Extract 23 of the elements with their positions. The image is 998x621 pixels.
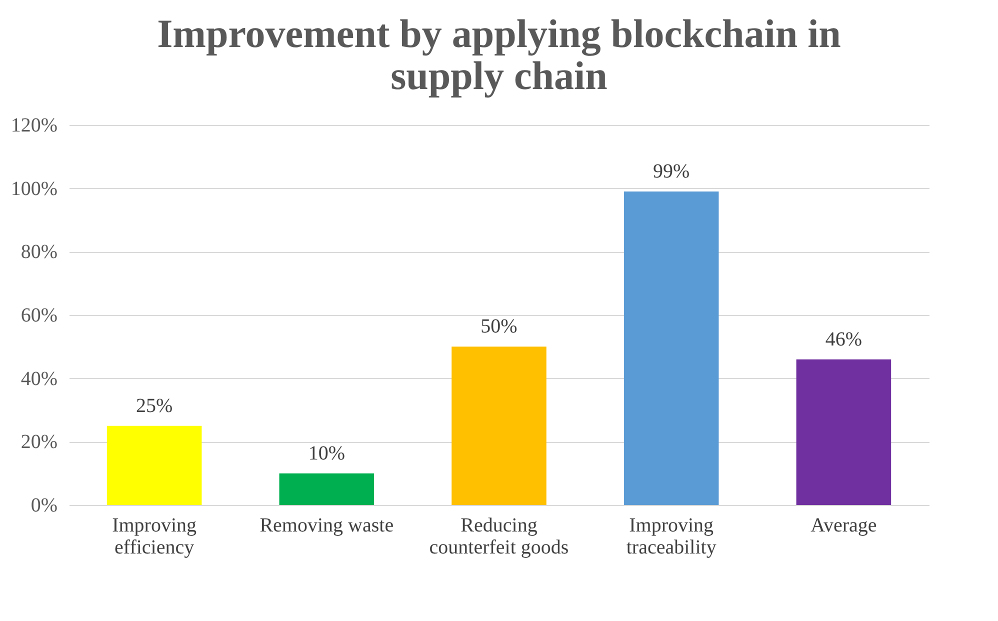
data-label: 50% — [480, 316, 518, 338]
y-tick-label: 120% — [10, 114, 58, 136]
x-tick-label: Average — [810, 514, 877, 536]
x-tick-label: Improving traceability — [626, 514, 716, 558]
bar — [452, 346, 546, 505]
y-tick-label: 20% — [20, 431, 58, 454]
bar — [624, 192, 719, 505]
x-tick-label: Reducing counterfeit goods — [429, 514, 569, 558]
data-label: 10% — [308, 442, 345, 464]
y-tick-label: 40% — [20, 368, 58, 390]
y-tick-label: 80% — [20, 241, 58, 264]
x-tick-label: Improving efficiency — [112, 514, 197, 558]
data-label: 99% — [653, 160, 690, 182]
x-tick-label: Removing waste — [260, 514, 394, 536]
y-tick-label: 60% — [20, 304, 58, 326]
y-tick-label: 100% — [10, 178, 58, 200]
data-label: 46% — [825, 328, 862, 350]
data-label: 25% — [136, 394, 173, 417]
bar — [796, 359, 892, 505]
chart-title: Improvement by applying blockchain in supply chain — [157, 11, 841, 98]
y-tick-label: 0% — [30, 494, 58, 516]
bar — [106, 426, 202, 505]
bar — [279, 473, 374, 505]
